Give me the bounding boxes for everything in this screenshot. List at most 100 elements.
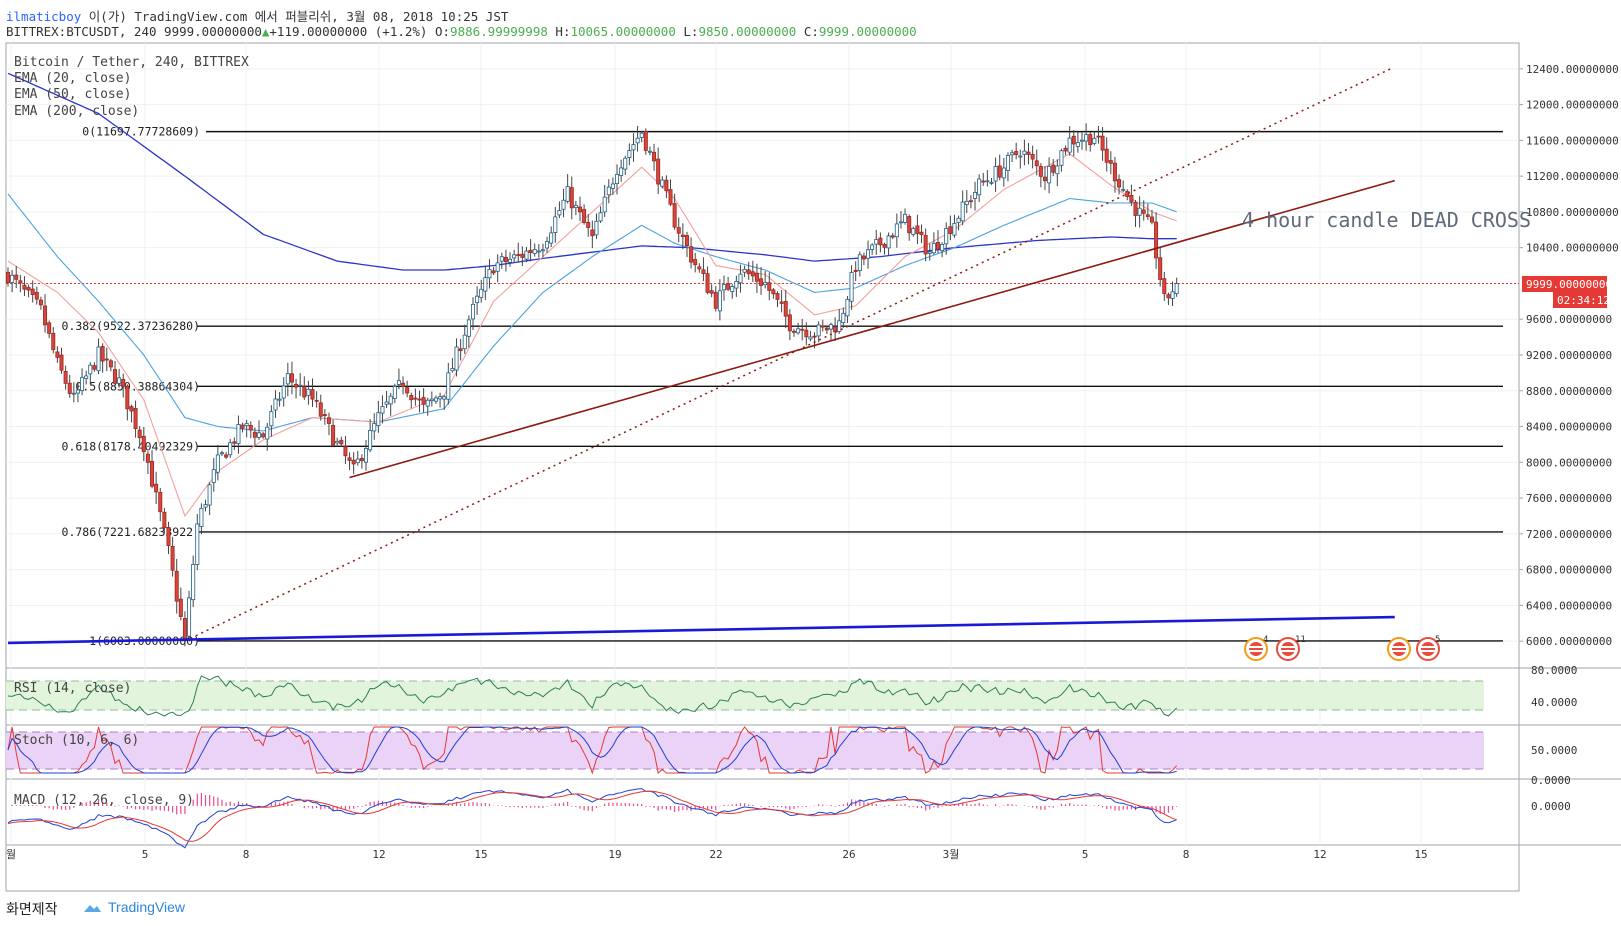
candle-body (726, 283, 731, 290)
candle-body (973, 191, 978, 199)
candle-body (343, 446, 348, 457)
candle-body (112, 369, 117, 384)
candle-body (763, 281, 768, 286)
candle-body (948, 226, 953, 234)
candle-body (438, 396, 443, 400)
candle-body (446, 372, 451, 400)
candle-body (1154, 221, 1159, 259)
candle-body (1030, 153, 1035, 160)
time-tick-label: 8 (1183, 848, 1190, 861)
candle-body (898, 221, 903, 224)
candle-body (331, 425, 336, 446)
author-link[interactable]: ilmaticboy (6, 9, 82, 24)
candle-body (561, 199, 566, 210)
candle-body (800, 328, 805, 331)
candle-body (355, 458, 360, 464)
candle-body (429, 398, 434, 401)
candle-body (162, 511, 167, 529)
candle-body (540, 249, 545, 252)
price-tick-label: 7200.00000000 (1526, 528, 1612, 541)
candle-body (861, 255, 866, 260)
candle-body (368, 430, 373, 451)
stoch-d-line (7, 726, 1177, 774)
macd-label: MACD (12, 26, close, 9) (14, 793, 194, 808)
time-axis[interactable]: 월 5 8 12 15 19 22 26 3월 5 8 12 15 (6, 848, 1428, 861)
candle-body (960, 201, 965, 222)
candle-body (236, 424, 241, 445)
event-markers[interactable]: 4 11 5 (1244, 635, 1440, 661)
candle-body (1141, 209, 1146, 214)
candle-body (656, 158, 661, 185)
brand-label: TradingView (108, 899, 186, 915)
us-event-icon[interactable] (1276, 637, 1300, 661)
us-event-icon[interactable] (1387, 637, 1411, 661)
price-tick-label: 12400.00000000 (1526, 63, 1619, 76)
rsi-line (7, 675, 1178, 717)
symbol-info: BITTREX:BTCUSDT, 240 9999.00000000 (6, 24, 262, 39)
support-trendline[interactable] (7, 615, 1395, 645)
event-count: 11 (1295, 635, 1306, 645)
candle-body (619, 167, 624, 176)
candle-body (557, 210, 562, 216)
candle-body (503, 256, 508, 263)
candle-body (1034, 160, 1039, 167)
us-event-icon[interactable] (1244, 637, 1268, 661)
candle-body (433, 397, 438, 402)
time-tick-label: 12 (372, 848, 385, 861)
candles[interactable] (6, 123, 1179, 647)
candle-body (1162, 278, 1167, 295)
candle-body (837, 320, 842, 332)
candle-body (668, 189, 673, 205)
tradingview-logo[interactable]: TradingView (82, 899, 185, 915)
rising-trendline[interactable] (349, 179, 1395, 479)
candle-body (903, 213, 908, 223)
us-event-icon[interactable] (1416, 637, 1440, 661)
candle-body (911, 228, 916, 235)
candle-body (261, 433, 266, 438)
dead-cross-annotation[interactable]: 4 hour candle DEAD CROSS (1242, 208, 1531, 232)
candle-body (483, 277, 488, 292)
high-value: 10065.00000000 (570, 24, 676, 39)
candle-body (672, 203, 677, 228)
candle-body (853, 269, 858, 272)
candle-body (968, 200, 973, 203)
candle-body (1067, 137, 1072, 153)
price-axis[interactable]: 12400.00000000 12000.00000000 11600.000000… (1519, 63, 1619, 648)
candle-body (174, 570, 179, 602)
candle-body (187, 597, 192, 637)
candle-body (84, 375, 89, 379)
up-arrow-icon: ▲ (261, 24, 270, 39)
candle-body (133, 408, 138, 429)
candle-body (894, 223, 899, 238)
chart-canvas[interactable]: 0(11697.77728609) 0.382(9522.37236280) 0.5… (0, 42, 1621, 892)
candle-body (680, 234, 685, 238)
trendlines[interactable] (7, 68, 1395, 645)
macd-tick: 0.0000 (1531, 800, 1571, 813)
candle-body (108, 360, 113, 368)
candle-body (907, 216, 912, 234)
moving-averages (7, 72, 1177, 518)
candle-body (582, 209, 587, 223)
candle-body (417, 398, 422, 401)
candle-body (594, 220, 599, 236)
candle-body (351, 459, 356, 465)
candle-body (43, 305, 48, 326)
candle-body (870, 244, 875, 250)
candle-body (75, 389, 80, 394)
ema50-line (7, 193, 1177, 432)
stoch-label: Stoch (10, 6, 6) (14, 733, 139, 748)
candle-body (104, 358, 109, 361)
candle-body (294, 383, 299, 388)
price-tick-label: 9600.00000000 (1526, 313, 1612, 326)
price-tick-label: 6400.00000000 (1526, 599, 1612, 612)
candle-body (746, 269, 751, 275)
candle-body (705, 273, 710, 293)
close-value: 9999.00000000 (818, 24, 917, 39)
dotted-trendline[interactable] (184, 68, 1391, 642)
candle-body (1055, 165, 1060, 175)
price-tick-label: 8400.00000000 (1526, 421, 1612, 434)
candle-body (302, 386, 307, 398)
candle-body (882, 244, 887, 248)
candle-body (573, 204, 578, 209)
price-tick-label: 11600.00000000 (1526, 134, 1619, 147)
